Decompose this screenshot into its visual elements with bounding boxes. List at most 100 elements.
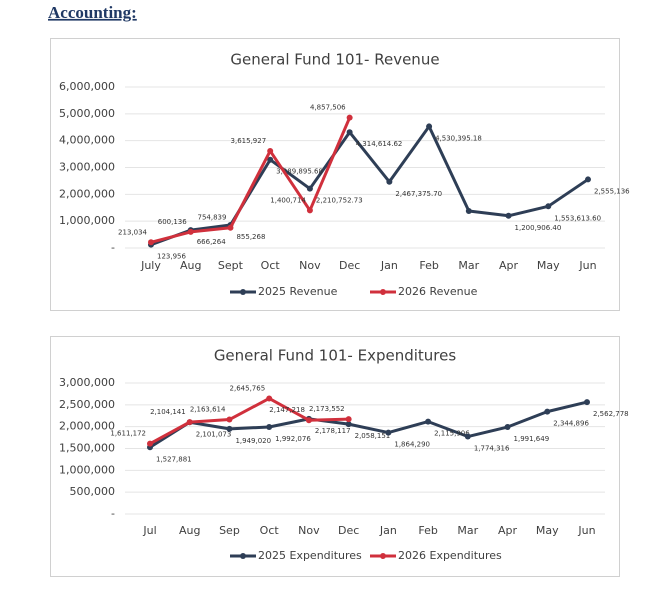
legend-label: 2025 Revenue (258, 285, 338, 298)
y-tick-label: 3,000,000 (59, 161, 115, 174)
data-point (346, 114, 353, 121)
data-label: 3,289,895.68 (276, 168, 323, 176)
x-tick-label: Aug (179, 524, 200, 537)
section-heading: Accounting: (48, 3, 137, 22)
x-tick-label: Feb (418, 524, 437, 537)
x-tick-label: Jan (380, 259, 398, 272)
y-tick-label: - (111, 507, 115, 520)
data-label: 2,147,218 (269, 406, 305, 414)
x-tick-label: Mar (457, 524, 478, 537)
series-line (150, 117, 352, 244)
data-point (226, 425, 233, 432)
x-tick-label: Jun (577, 524, 595, 537)
legend-label: 2026 Expenditures (398, 549, 502, 562)
data-point (426, 123, 433, 130)
series-line (150, 124, 589, 247)
data-point (386, 178, 393, 185)
x-tick-label: Jul (142, 524, 156, 537)
data-point (227, 224, 234, 231)
x-tick-label: July (140, 259, 161, 272)
x-tick-label: Apr (499, 259, 519, 272)
data-label: 2,562,778 (593, 410, 629, 418)
data-point (266, 424, 273, 431)
data-label: 600,136 (158, 218, 187, 226)
data-label: 1,527,881 (156, 455, 192, 463)
chart-frame (50, 38, 620, 311)
y-tick-label: 4,000,000 (59, 134, 115, 147)
x-tick-label: Nov (299, 259, 321, 272)
x-tick-label: Apr (498, 524, 518, 537)
x-tick-label: Jan (379, 524, 397, 537)
x-tick-label: Nov (298, 524, 320, 537)
data-point (464, 433, 471, 440)
data-label: 1,553,613.60 (554, 214, 601, 222)
y-tick-label: 1,000,000 (59, 463, 115, 476)
data-point (345, 416, 352, 423)
data-point (425, 418, 432, 425)
data-point (585, 176, 591, 183)
data-point (385, 429, 392, 436)
legend-label: 2025 Expenditures (258, 549, 362, 562)
data-label: 2,178,117 (315, 427, 351, 435)
data-label: 754,839 (198, 214, 227, 222)
data-label: 213,034 (118, 228, 147, 236)
x-tick-label: Oct (261, 259, 281, 272)
data-label: 855,268 (236, 233, 265, 241)
data-label: 4,314,614.62 (356, 140, 403, 148)
data-label: 123,956 (157, 253, 186, 261)
x-tick-label: Dec (339, 259, 360, 272)
data-point (226, 416, 233, 423)
y-tick-label: 2,000,000 (59, 187, 115, 200)
data-label: 2,104,141 (150, 408, 186, 416)
data-label: 2,163,614 (190, 406, 226, 414)
data-label: 2,115,906 (434, 430, 470, 438)
y-tick-label: 500,000 (70, 485, 116, 498)
x-tick-label: Sept (218, 259, 244, 272)
x-tick-label: May (537, 259, 560, 272)
data-point (465, 207, 472, 214)
data-label: 1,611,172 (110, 430, 146, 438)
data-label: 2,467,375.70 (395, 190, 442, 198)
y-tick-label: 6,000,000 (59, 80, 115, 93)
data-label: 666,264 (197, 238, 226, 246)
y-tick-label: - (111, 241, 115, 254)
data-label: 1,992,076 (275, 435, 311, 443)
y-tick-label: 5,000,000 (59, 107, 115, 120)
y-tick-label: 3,000,000 (59, 376, 115, 389)
legend-swatch (380, 553, 386, 559)
data-point (345, 421, 352, 428)
data-point (267, 147, 274, 154)
chart-title: General Fund 101- Revenue (230, 51, 439, 69)
data-point (545, 203, 552, 210)
x-tick-label: May (536, 524, 559, 537)
data-point (306, 207, 313, 214)
data-point (306, 185, 313, 192)
legend-swatch (240, 289, 246, 295)
legend-swatch (380, 289, 386, 295)
y-tick-label: 1,500,000 (59, 442, 115, 455)
legend-swatch (240, 553, 246, 559)
chart-frame (50, 336, 620, 577)
data-point (544, 408, 551, 415)
series-line (149, 396, 349, 445)
x-tick-label: Aug (180, 259, 201, 272)
data-label: 1,991,649 (514, 435, 550, 443)
data-label: 4,857,506 (310, 104, 346, 112)
x-tick-label: Jun (578, 259, 596, 272)
data-point (584, 399, 590, 406)
data-point (186, 419, 193, 426)
chart-title: General Fund 101- Expenditures (214, 347, 457, 365)
x-tick-label: Sep (219, 524, 240, 537)
data-point (504, 424, 511, 431)
legend-label: 2026 Revenue (398, 285, 478, 298)
data-label: 1,774,316 (474, 445, 510, 453)
x-tick-label: Feb (419, 259, 438, 272)
data-label: 2,344,896 (553, 420, 589, 428)
data-label: 1,949,020 (235, 437, 271, 445)
data-label: 2,645,765 (230, 384, 266, 392)
data-label: 1,864,290 (394, 441, 430, 449)
y-tick-label: 2,000,000 (59, 420, 115, 433)
data-label: 1,200,906.40 (515, 224, 562, 232)
data-label: 4,530,395.18 (435, 134, 482, 142)
